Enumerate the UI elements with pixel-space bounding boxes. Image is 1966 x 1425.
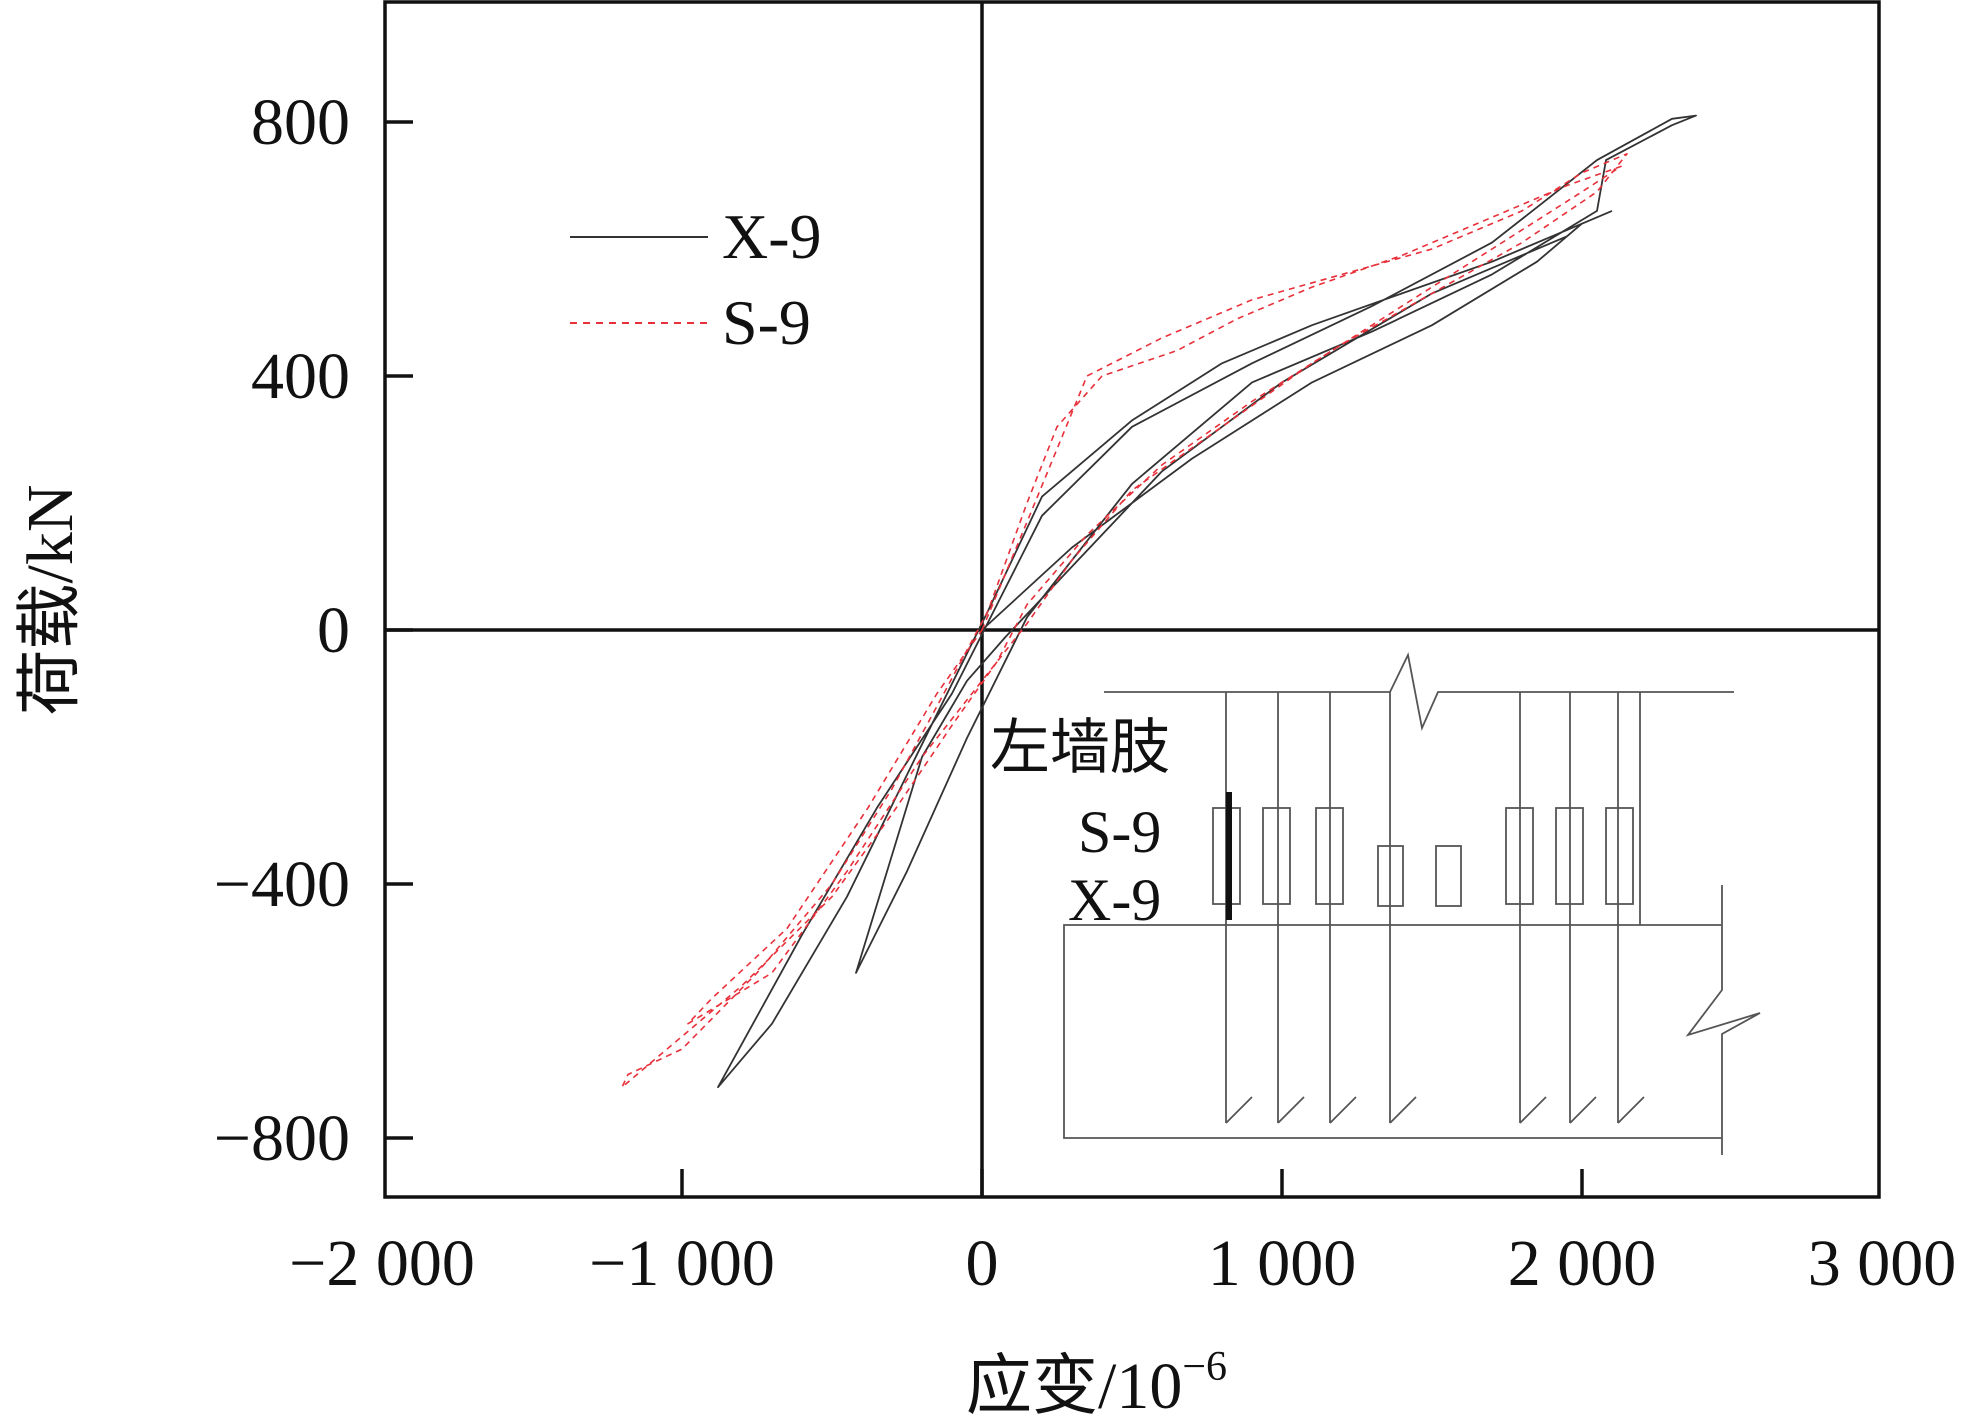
- legend-label-s9: S-9: [722, 287, 811, 358]
- y-tick-label: −400: [214, 848, 350, 921]
- x-axis-title-text: 应变/10: [966, 1350, 1182, 1423]
- x-tick-label: 0: [966, 1227, 999, 1300]
- x-tick-labels: −2 000 −1 000 0 1 000 2 000 3 000: [289, 1227, 1956, 1300]
- y-tick-label: 400: [251, 340, 350, 413]
- inset-label-s9: S-9: [1078, 799, 1161, 865]
- y-tick-label: −800: [214, 1102, 350, 1175]
- inset-right-break: [1685, 885, 1761, 1155]
- y-tick-label: 0: [317, 594, 350, 667]
- y-tick-labels: −800 −400 0 400 800: [214, 86, 350, 1175]
- series-line-s9: [621, 153, 1628, 1088]
- inset-schematic: [1063, 652, 1761, 1155]
- inset-gauges: [1212, 807, 1634, 907]
- legend: X-9 S-9: [570, 201, 822, 358]
- x-tick-label: 1 000: [1208, 1227, 1357, 1300]
- x-axis-title-exponent: −6: [1182, 1344, 1227, 1390]
- y-tick-label: 800: [251, 86, 350, 159]
- legend-label-x9: X-9: [722, 201, 822, 272]
- x-tick-label: −2 000: [289, 1227, 475, 1300]
- inset-foundation: [1063, 924, 1722, 1139]
- plot-frame: [383, 0, 1881, 1199]
- series-line-x9: [717, 114, 1697, 1089]
- x-tick-label: 3 000: [1808, 1227, 1957, 1300]
- inset-label-x9: X-9: [1068, 867, 1161, 933]
- x-axis-title: 应变/10−6: [966, 1344, 1227, 1423]
- inset-title: 左墙肢: [990, 715, 1170, 781]
- series-layer: [621, 114, 1697, 1089]
- x-tick-label: −1 000: [589, 1227, 775, 1300]
- x-tick-label: 2 000: [1508, 1227, 1657, 1300]
- y-axis-title: 荷载/kN: [14, 485, 87, 716]
- inset-hooks: [1225, 1096, 1645, 1124]
- inset-top-edge: [1104, 652, 1734, 731]
